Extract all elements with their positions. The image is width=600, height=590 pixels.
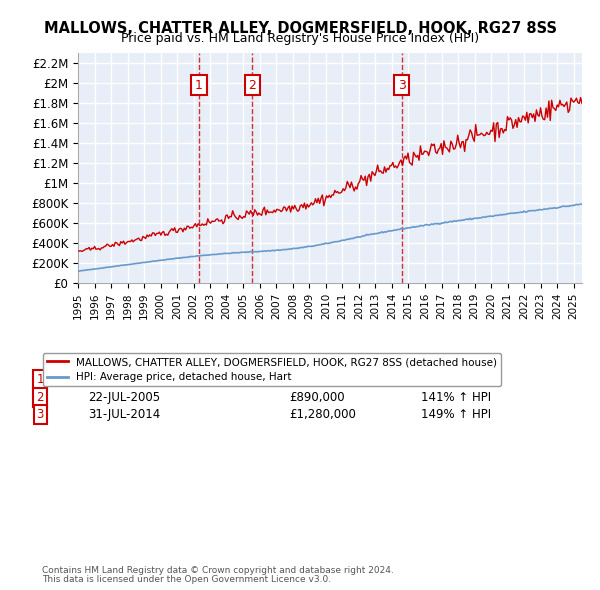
Text: 2: 2 (37, 391, 44, 404)
Text: 141% ↑ HPI: 141% ↑ HPI (421, 391, 491, 404)
Text: 26-APR-2002: 26-APR-2002 (88, 373, 164, 386)
Text: £890,000: £890,000 (290, 391, 346, 404)
Text: £1,280,000: £1,280,000 (290, 408, 356, 421)
Text: 149% ↑ HPI: 149% ↑ HPI (421, 373, 491, 386)
Text: 22-JUL-2005: 22-JUL-2005 (88, 391, 160, 404)
Text: This data is licensed under the Open Government Licence v3.0.: This data is licensed under the Open Gov… (42, 575, 331, 584)
Text: 3: 3 (37, 408, 44, 421)
Text: Price paid vs. HM Land Registry's House Price Index (HPI): Price paid vs. HM Land Registry's House … (121, 32, 479, 45)
Text: 149% ↑ HPI: 149% ↑ HPI (421, 408, 491, 421)
Text: Contains HM Land Registry data © Crown copyright and database right 2024.: Contains HM Land Registry data © Crown c… (42, 566, 394, 575)
Text: 1: 1 (37, 373, 44, 386)
Text: 3: 3 (398, 78, 406, 91)
Text: £775,000: £775,000 (290, 373, 346, 386)
Text: MALLOWS, CHATTER ALLEY, DOGMERSFIELD, HOOK, RG27 8SS: MALLOWS, CHATTER ALLEY, DOGMERSFIELD, HO… (44, 21, 557, 35)
Text: 31-JUL-2014: 31-JUL-2014 (88, 408, 160, 421)
Legend: MALLOWS, CHATTER ALLEY, DOGMERSFIELD, HOOK, RG27 8SS (detached house), HPI: Aver: MALLOWS, CHATTER ALLEY, DOGMERSFIELD, HO… (43, 353, 502, 386)
Text: 1: 1 (195, 78, 203, 91)
Text: 2: 2 (248, 78, 256, 91)
